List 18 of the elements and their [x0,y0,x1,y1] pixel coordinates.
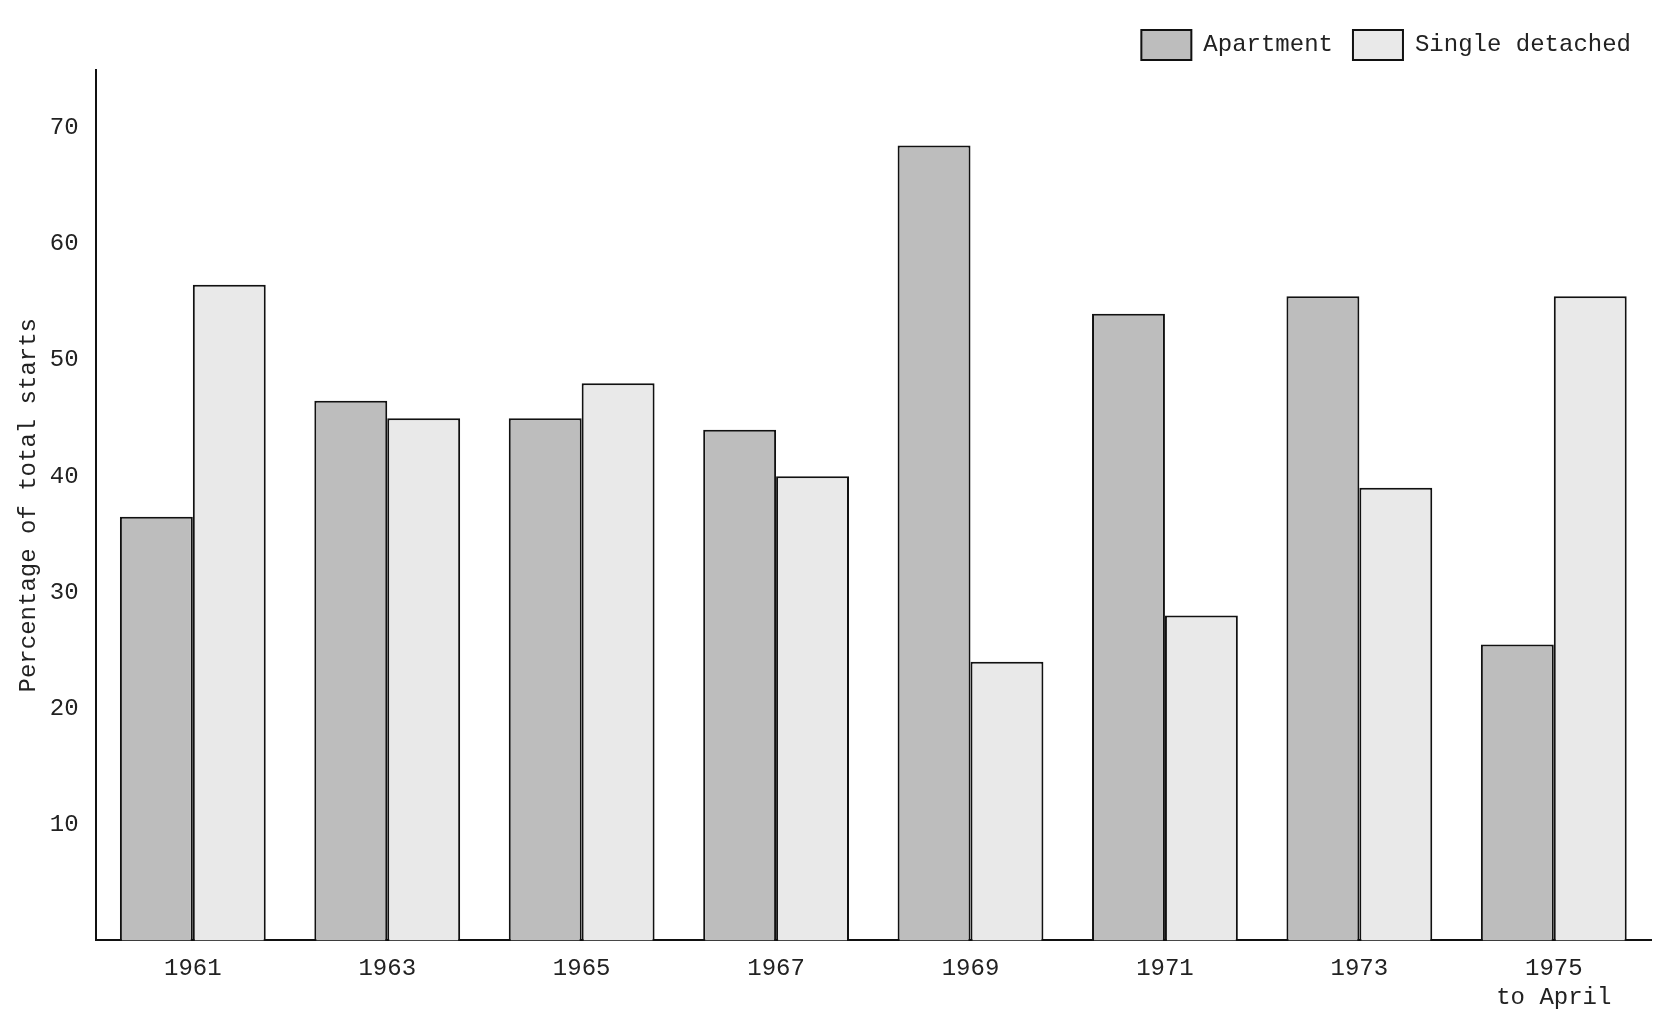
y-tick-label: 40 [49,462,79,490]
y-tick-label: 10 [49,810,79,838]
x-tick-label: 1963 [358,955,417,983]
y-tick-label: 60 [49,230,79,258]
x-tick-label: 1975 to April [1496,955,1612,1011]
y-tick-label: 70 [49,114,79,142]
y-tick-label: 20 [49,694,79,722]
x-tick-label: 1973 [1330,955,1389,983]
legend-label: Single detached [1414,31,1632,59]
y-tick-label: 30 [49,578,79,606]
legend-label: Apartment [1203,31,1333,59]
x-tick-label: 1961 [164,955,222,983]
x-tick-label: 1965 [552,955,611,983]
x-tick-label: 1971 [1136,955,1194,983]
x-tick-label: 1967 [747,955,805,983]
x-tick-label: 1969 [941,955,1000,983]
y-axis-title: Percentage of total starts [14,317,42,693]
y-tick-label: 50 [49,346,79,374]
